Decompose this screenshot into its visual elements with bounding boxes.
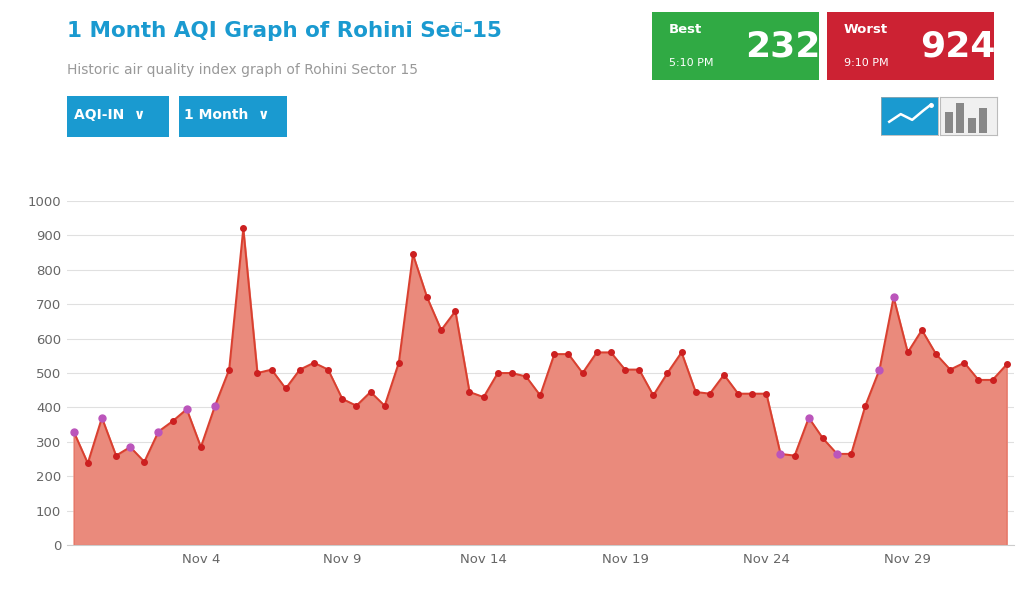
Text: 924: 924 [920,29,995,63]
Text: 9:10 PM: 9:10 PM [844,58,889,68]
Text: Best: Best [669,23,702,37]
Text: AQI-IN  ∨: AQI-IN ∨ [74,108,145,122]
FancyBboxPatch shape [67,97,169,136]
Text: ⓘ: ⓘ [454,21,462,35]
Text: Historic air quality index graph of Rohini Sector 15: Historic air quality index graph of Rohi… [67,63,418,77]
Text: Worst: Worst [844,23,888,37]
Text: 1 Month AQI Graph of Rohini Sec-15: 1 Month AQI Graph of Rohini Sec-15 [67,21,502,41]
Bar [979,108,987,133]
Text: 1 Month  ∨: 1 Month ∨ [184,108,269,122]
Text: 232: 232 [744,29,820,63]
FancyBboxPatch shape [179,97,287,136]
Bar [968,118,976,133]
Bar [956,102,965,133]
Bar [944,112,952,133]
Text: 5:10 PM: 5:10 PM [669,58,714,68]
